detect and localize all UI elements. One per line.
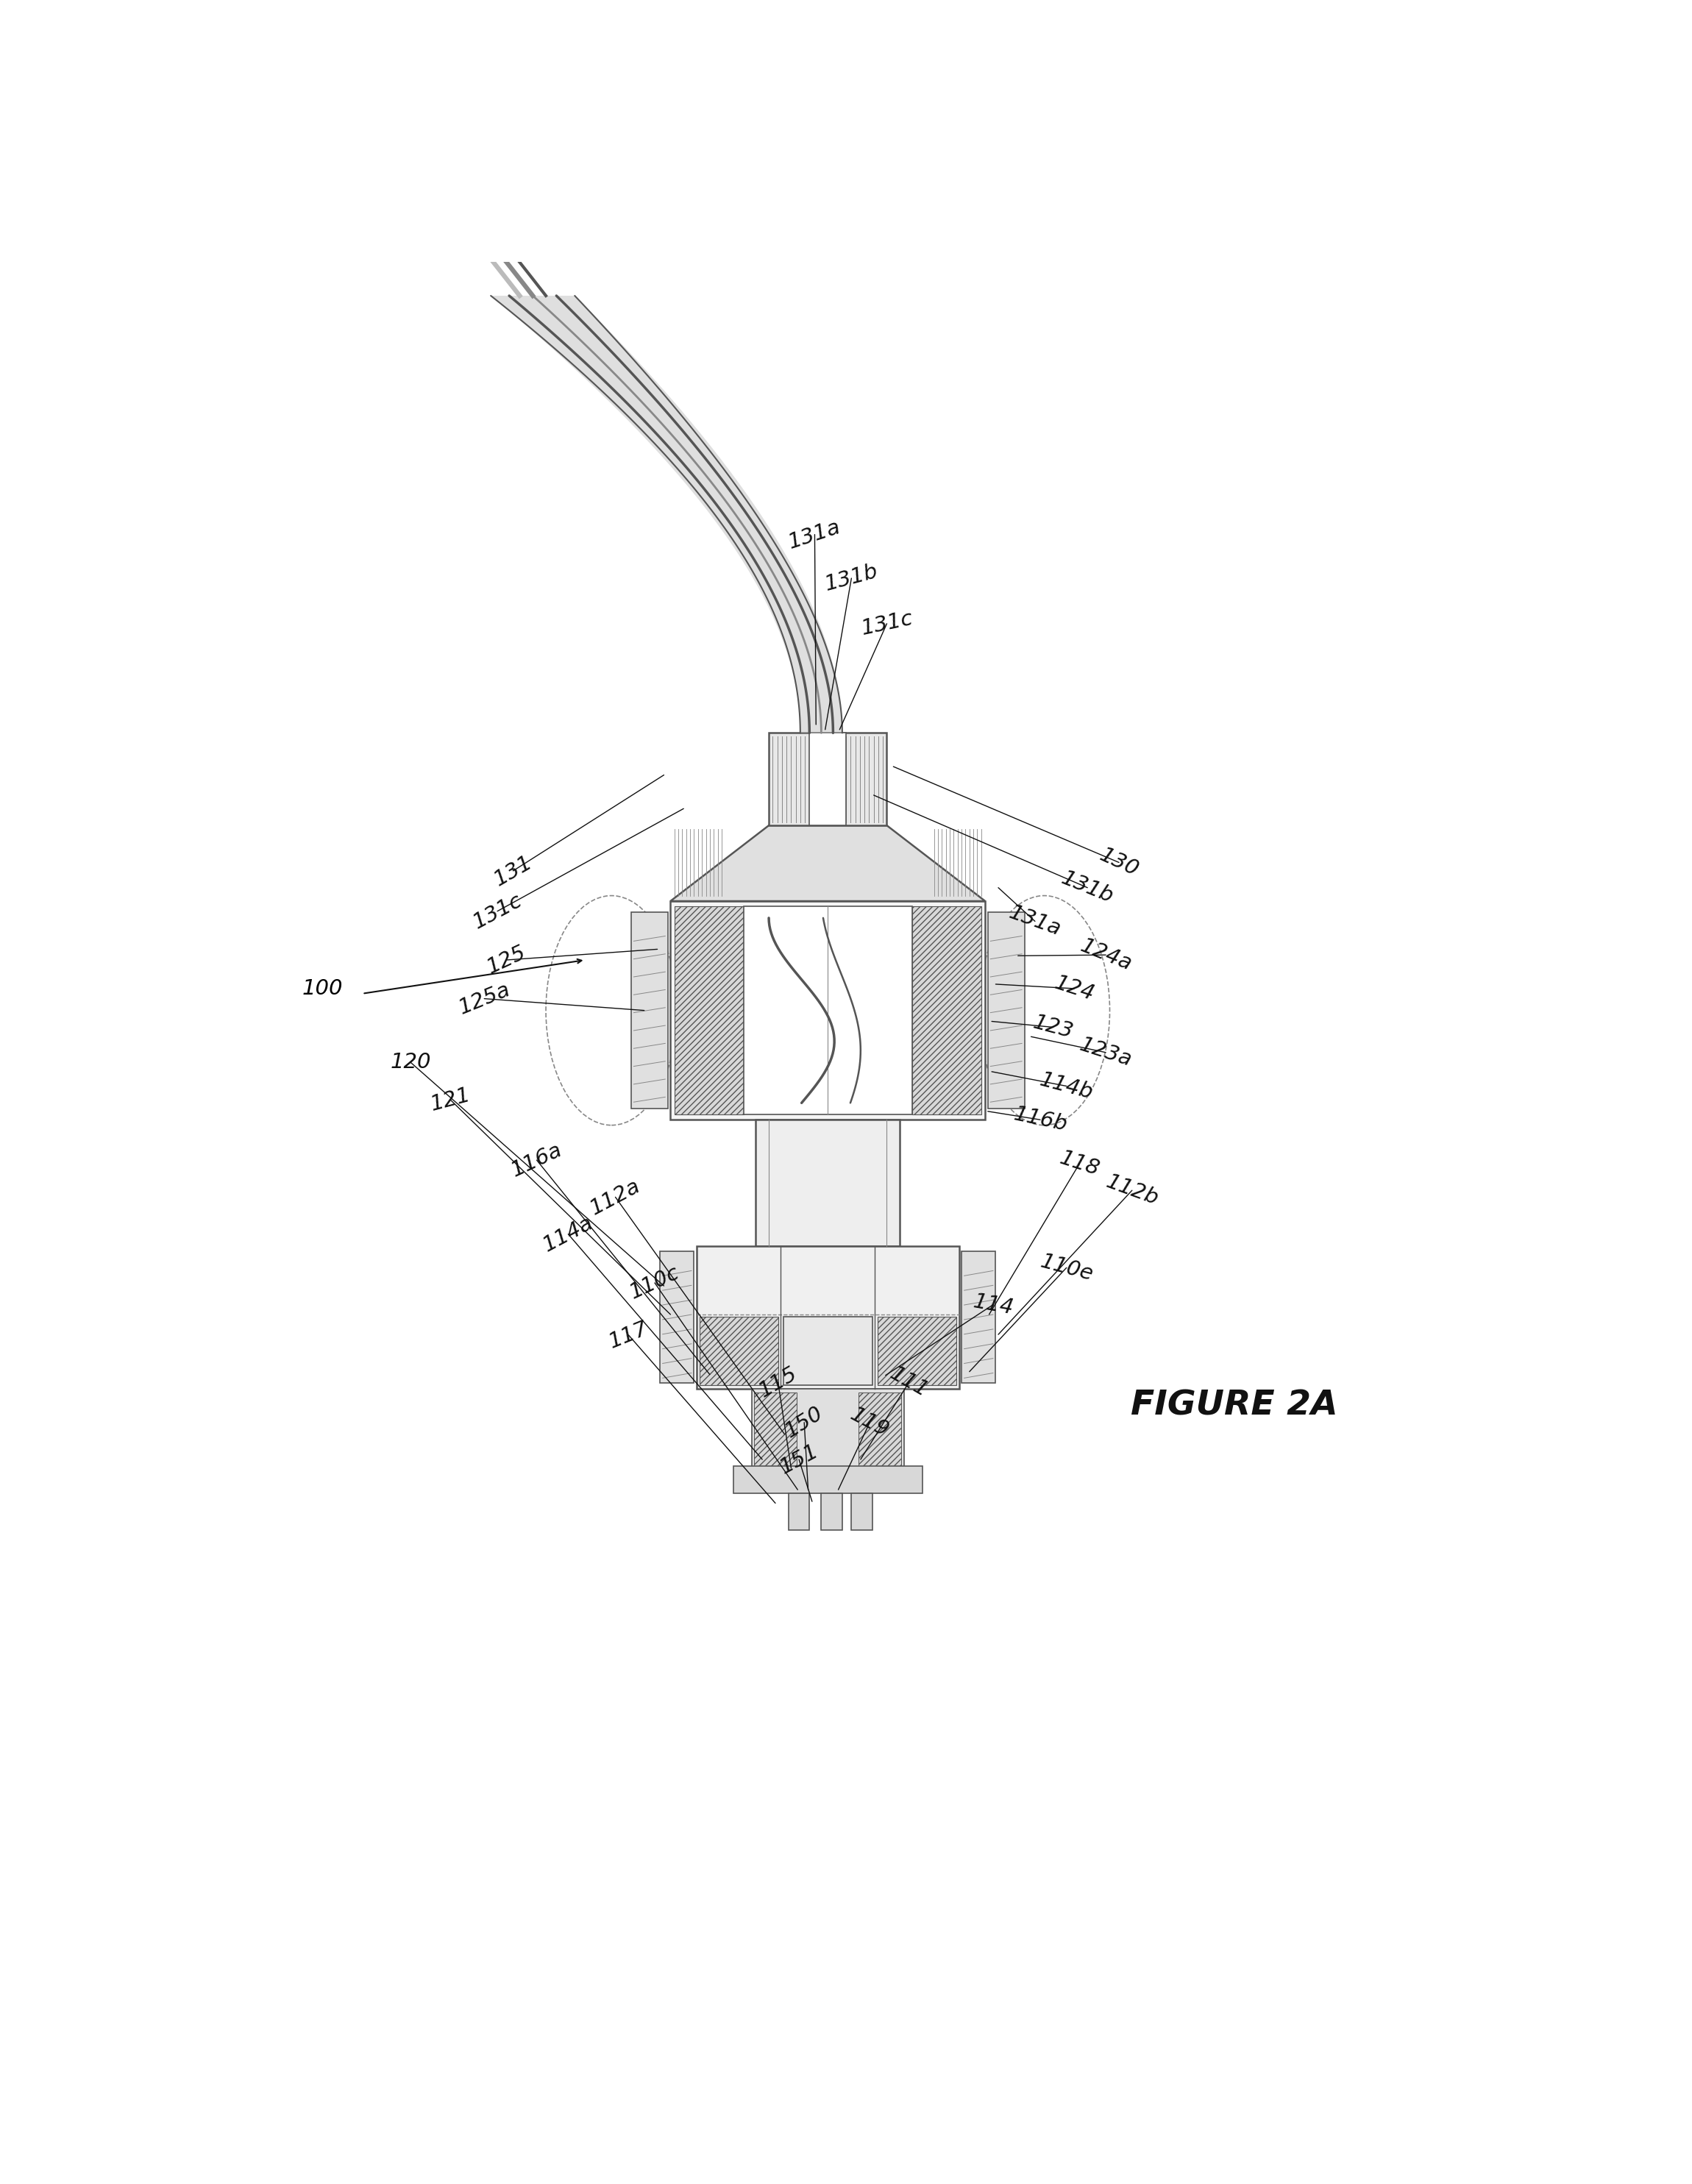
Bar xyxy=(699,1317,778,1385)
Text: 118: 118 xyxy=(1058,1147,1101,1179)
Bar xyxy=(675,906,743,1114)
Polygon shape xyxy=(670,826,985,902)
Bar xyxy=(788,1494,809,1531)
Text: 124a: 124a xyxy=(1076,935,1135,974)
Text: 110e: 110e xyxy=(1037,1251,1095,1284)
Text: 125a: 125a xyxy=(455,978,513,1018)
Text: 124: 124 xyxy=(1052,972,1096,1005)
Bar xyxy=(743,906,912,1114)
Bar xyxy=(912,906,981,1114)
Text: 131a: 131a xyxy=(1007,902,1064,939)
Text: 121: 121 xyxy=(428,1083,472,1114)
Text: 131b: 131b xyxy=(1059,867,1117,906)
Text: 112a: 112a xyxy=(587,1175,645,1219)
Text: 130: 130 xyxy=(1096,845,1142,880)
Bar xyxy=(768,734,887,826)
Bar xyxy=(697,1245,959,1389)
Bar xyxy=(756,1120,900,1245)
Bar xyxy=(660,1251,694,1382)
Text: 100: 100 xyxy=(301,978,342,998)
Bar xyxy=(809,734,846,826)
Text: 110c: 110c xyxy=(626,1262,684,1304)
Bar xyxy=(733,1465,922,1494)
Text: 131a: 131a xyxy=(785,515,844,553)
Text: 115: 115 xyxy=(755,1363,800,1402)
Text: 131c: 131c xyxy=(469,889,526,933)
Text: 117: 117 xyxy=(606,1317,651,1352)
Text: 123: 123 xyxy=(1030,1011,1076,1042)
Text: 151: 151 xyxy=(777,1441,822,1479)
Text: 131c: 131c xyxy=(860,607,915,640)
Text: 125: 125 xyxy=(484,941,530,978)
Text: 119: 119 xyxy=(848,1404,893,1441)
Bar xyxy=(821,1494,843,1531)
Text: 114b: 114b xyxy=(1037,1070,1095,1103)
Text: 112b: 112b xyxy=(1103,1171,1161,1210)
Text: 120: 120 xyxy=(391,1053,431,1072)
Bar xyxy=(961,1251,995,1382)
Text: 150: 150 xyxy=(782,1402,827,1441)
Text: 123a: 123a xyxy=(1076,1035,1135,1070)
Bar xyxy=(851,1494,873,1531)
Bar xyxy=(751,1389,904,1476)
Text: 116a: 116a xyxy=(508,1140,565,1182)
Text: 114a: 114a xyxy=(540,1212,597,1256)
Bar xyxy=(988,913,1025,1109)
Bar xyxy=(631,913,668,1109)
Polygon shape xyxy=(491,295,843,734)
Text: 111: 111 xyxy=(887,1363,932,1402)
Text: FIGURE 2A: FIGURE 2A xyxy=(1130,1389,1338,1422)
Bar xyxy=(783,1317,873,1385)
Text: 116b: 116b xyxy=(1012,1103,1069,1136)
Text: 131: 131 xyxy=(491,852,536,889)
Text: 114: 114 xyxy=(971,1291,1015,1319)
Text: 131b: 131b xyxy=(822,561,880,596)
Bar xyxy=(878,1317,956,1385)
Bar xyxy=(755,1391,797,1472)
Bar xyxy=(858,1391,902,1472)
Bar xyxy=(670,902,985,1120)
